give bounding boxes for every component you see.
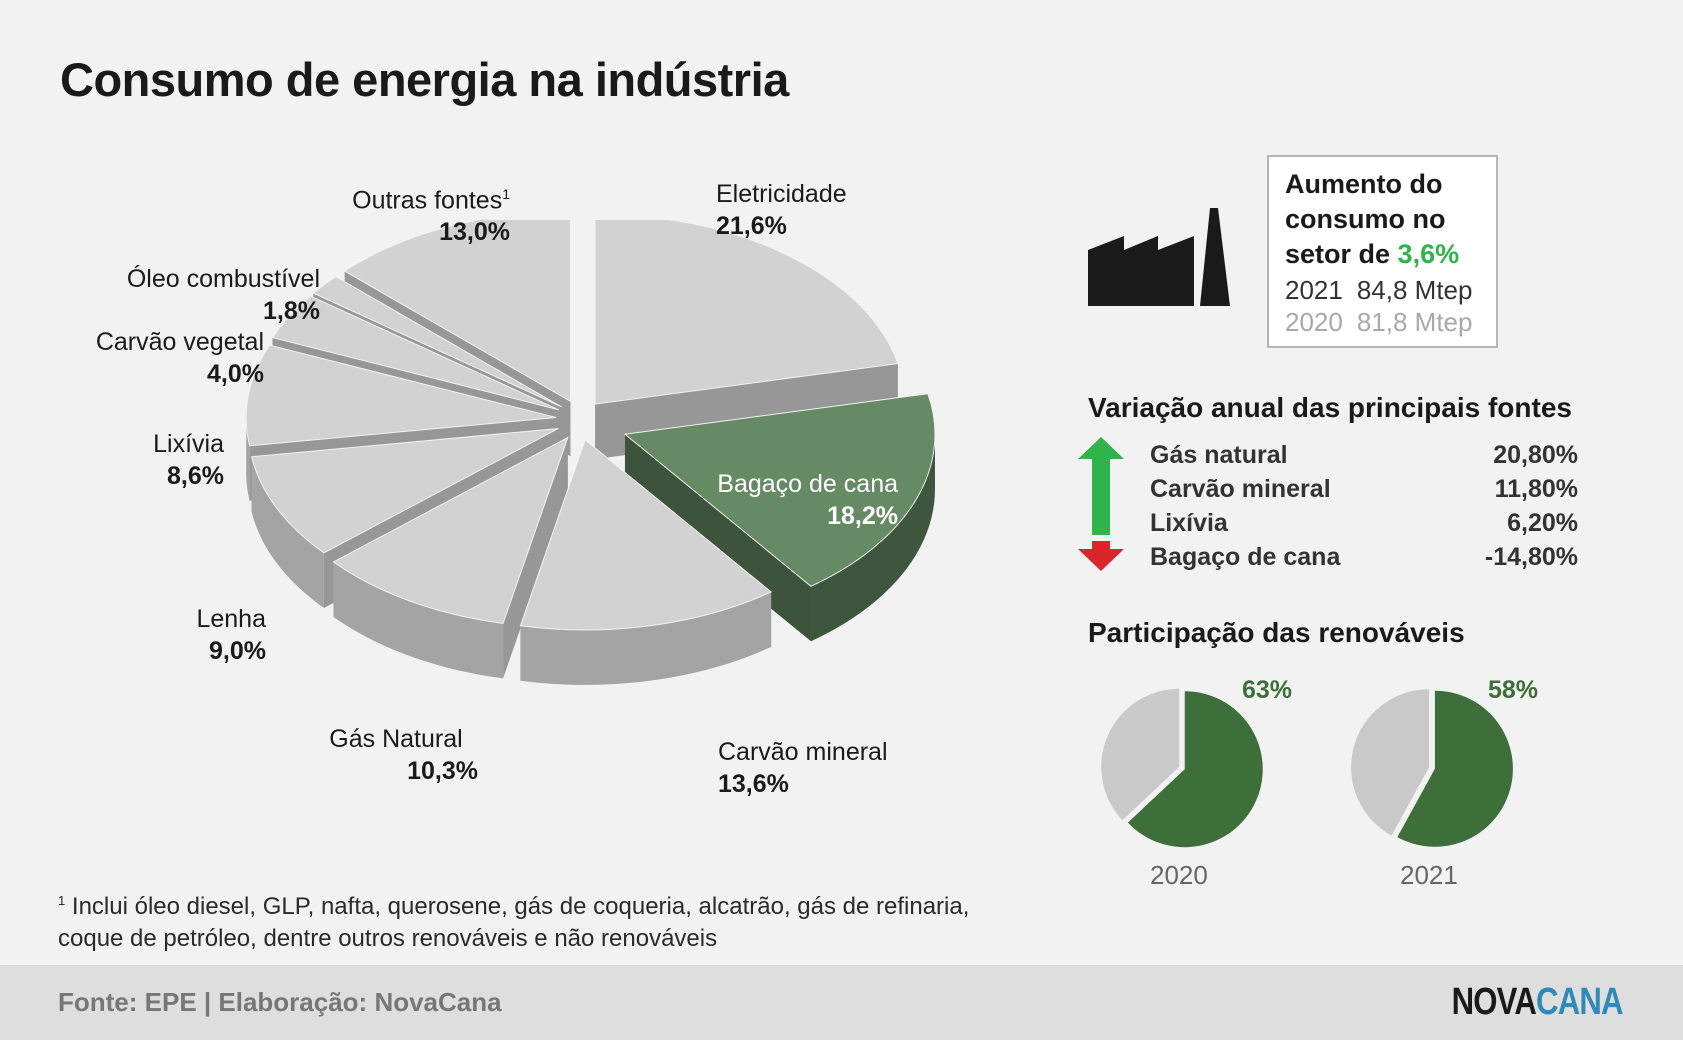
- page-title: Consumo de energia na indústria: [60, 53, 789, 106]
- variation-row: Bagaço de cana -14,80%: [1150, 540, 1578, 574]
- label-lenha-pct: 9,0%: [209, 637, 266, 665]
- label-carvao-vegetal-pct: 4,0%: [207, 360, 264, 388]
- box-head-line3: setor de 3,6%: [1285, 237, 1480, 272]
- slice-eletricidade: [594, 220, 899, 405]
- brand-logo: NOVACANA: [1451, 981, 1624, 1024]
- label-oleo-name: Óleo combustível: [126, 265, 320, 293]
- slice-nao-renovaveis: [1101, 688, 1180, 821]
- box-row-year: 2020: [1285, 307, 1343, 337]
- label-lixivia: Lixívia 8,6%: [100, 428, 224, 492]
- label-lixivia-pct: 8,6%: [167, 462, 224, 490]
- label-gas-natural: Gás Natural 10,3%: [314, 723, 478, 787]
- label-lixivia-name: Lixívia: [153, 430, 224, 458]
- label-bagaco: Bagaço de cana 18,2%: [700, 468, 898, 532]
- footnote: 1 Inclui óleo diesel, GLP, nafta, queros…: [58, 885, 969, 955]
- slice-lixivia: [245, 344, 557, 447]
- label-gas-natural-name: Gás Natural: [329, 725, 463, 753]
- label-carvao-mineral-pct: 13,6%: [718, 770, 789, 798]
- label-oleo-pct: 1,8%: [263, 297, 320, 325]
- box-head-line1: Aumento do: [1285, 169, 1443, 199]
- renewables-pie-2020: [1101, 688, 1263, 848]
- variation-label: Lixívia: [1150, 509, 1228, 537]
- label-bagaco-name: Bagaço de cana: [717, 470, 898, 498]
- box-row-value: 84,8 Mtep: [1356, 275, 1473, 305]
- variation-arrows: [1078, 437, 1124, 571]
- label-eletricidade-pct: 21,6%: [716, 212, 787, 240]
- label-eletricidade-name: Eletricidade: [716, 180, 847, 208]
- label-oleo: Óleo combustível 1,8%: [90, 263, 320, 327]
- label-carvao-mineral: Carvão mineral 13,6%: [718, 736, 888, 800]
- footer: Fonte: EPE | Elaboração: NovaCana NOVACA…: [0, 965, 1683, 1040]
- variation-value: 6,20%: [1507, 509, 1578, 537]
- footnote-mark: 1: [58, 893, 66, 908]
- variation-row: Gás natural 20,80%: [1150, 438, 1578, 472]
- consumption-box: Aumento do consumo no setor de 3,6% 2021…: [1267, 155, 1498, 348]
- label-lenha-name: Lenha: [196, 605, 266, 633]
- slice-bagaco-de-cana: [623, 393, 936, 587]
- slice-renovaveis: [1127, 691, 1263, 848]
- variation-row: Carvão mineral 11,80%: [1150, 472, 1578, 506]
- label-gas-natural-pct: 10,3%: [407, 757, 478, 785]
- box-head-accent: 3,6%: [1397, 239, 1460, 269]
- renewables-year-2020: 2020: [1150, 860, 1208, 890]
- renewables-title: Participação das renováveis: [1088, 617, 1465, 648]
- renewables-pie-2021: [1351, 689, 1513, 847]
- box-head-prefix: setor de: [1285, 239, 1398, 269]
- source-text: Fonte: EPE | Elaboração: NovaCana: [58, 987, 502, 1017]
- box-row-2020: 2020 81,8 Mtep: [1285, 306, 1480, 338]
- label-outras: Outras fontes1 13,0%: [320, 178, 510, 248]
- variation-label: Gás natural: [1150, 441, 1288, 469]
- variation-label: Bagaço de cana: [1150, 543, 1341, 571]
- label-lenha: Lenha 9,0%: [120, 603, 266, 667]
- label-outras-mark: 1: [502, 186, 510, 202]
- label-outras-pct: 13,0%: [439, 218, 510, 247]
- slice-outras-fontes: [343, 220, 571, 403]
- footnote-text1: Inclui óleo diesel, GLP, nafta, querosen…: [71, 893, 970, 920]
- slice-carvao-mineral: [519, 439, 773, 631]
- slice-oleo-combustivel: [312, 276, 562, 408]
- slice-gas-natural: [332, 436, 569, 624]
- label-carvao-vegetal-name: Carvão vegetal: [95, 328, 264, 356]
- box-head-line2: consumo no: [1285, 204, 1446, 234]
- variation-value: 20,80%: [1493, 441, 1578, 469]
- slice-lenha: [251, 428, 559, 554]
- footnote-line1: 1 Inclui óleo diesel, GLP, nafta, queros…: [58, 885, 969, 923]
- box-row-value: 81,8 Mtep: [1356, 307, 1473, 337]
- footnote-line2: coque de petróleo, dentre outros renováv…: [58, 925, 718, 952]
- brand-part2: CANA: [1536, 981, 1624, 1023]
- arrow-up-icon: [1078, 437, 1124, 535]
- renewables-pct-2021: 58%: [1488, 676, 1539, 704]
- label-bagaco-pct: 18,2%: [827, 502, 898, 530]
- slice-carvao-vegetal: [271, 295, 560, 411]
- arrow-down-icon: [1078, 541, 1124, 571]
- renewables-pct-2020: 63%: [1242, 676, 1293, 704]
- box-row-2021: 2021 84,8 Mtep: [1285, 274, 1480, 306]
- box-headline: Aumento do consumo no setor de 3,6%: [1285, 167, 1480, 272]
- variation-row: Lixívia 6,20%: [1150, 506, 1578, 540]
- label-carvao-mineral-name: Carvão mineral: [718, 738, 888, 766]
- variation-value: 11,80%: [1494, 475, 1578, 503]
- factory-icon: [1088, 208, 1230, 306]
- brand-part1: NOVA: [1451, 981, 1537, 1023]
- slice-renovaveis: [1397, 690, 1513, 847]
- label-outras-name: Outras fontes: [352, 186, 503, 215]
- variation-label: Carvão mineral: [1150, 475, 1331, 503]
- box-row-year: 2021: [1285, 275, 1343, 305]
- variation-value: -14,80%: [1484, 543, 1578, 571]
- label-carvao-vegetal: Carvão vegetal 4,0%: [60, 326, 264, 390]
- variation-title: Variação anual das principais fontes: [1088, 392, 1572, 423]
- slice-nao-renovaveis: [1351, 689, 1430, 836]
- label-eletricidade: Eletricidade 21,6%: [716, 178, 847, 242]
- variation-list: Gás natural 20,80% Carvão mineral 11,80%…: [1150, 438, 1578, 574]
- renewables-year-2021: 2021: [1400, 860, 1458, 890]
- main-pie-chart: [245, 220, 936, 685]
